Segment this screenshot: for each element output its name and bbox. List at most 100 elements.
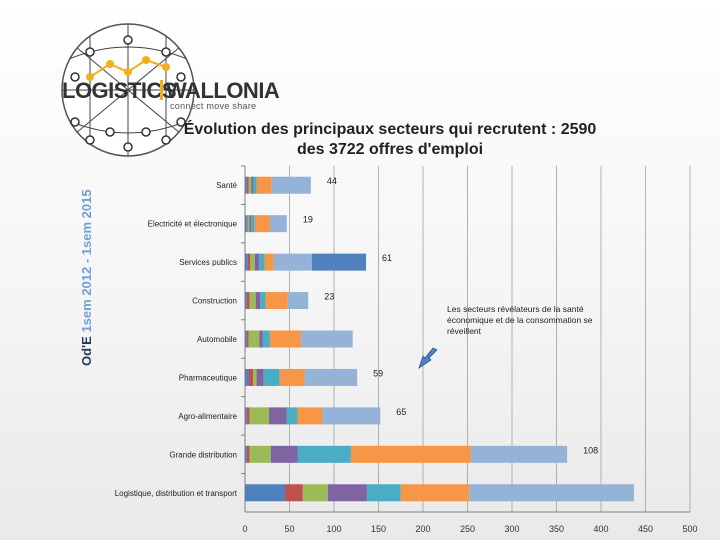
bar-segment [245, 330, 247, 348]
bar-segment [246, 215, 248, 233]
bar-segment [469, 484, 634, 502]
bar-segment [253, 368, 257, 386]
bar-segment [260, 292, 266, 310]
bar-segment [264, 253, 274, 271]
bar-segment [246, 330, 249, 348]
bars [245, 176, 634, 502]
bar-segment [350, 445, 472, 463]
x-tick-label: 250 [460, 524, 475, 534]
bar-segment [253, 176, 257, 194]
bar-segment [262, 330, 270, 348]
bar-segment [400, 484, 470, 502]
chart-title: Évolution des principaux secteurs qui re… [183, 121, 597, 158]
bar-segment [273, 253, 312, 271]
bar-segment [255, 292, 261, 310]
bar-segment [251, 176, 254, 194]
bar-segment [265, 292, 288, 310]
data-label: 23 [324, 292, 334, 302]
bar-segment [246, 292, 250, 310]
bar-segment [270, 445, 298, 463]
bar-segment [251, 215, 255, 233]
bar-segment [249, 407, 270, 425]
bar-segment [286, 407, 298, 425]
bar-segment [245, 292, 247, 310]
bar-segment [245, 407, 247, 425]
data-label: 59 [373, 368, 383, 378]
x-tick-label: 50 [284, 524, 294, 534]
bar-segment [366, 484, 401, 502]
bar-segment [246, 445, 250, 463]
bar-segment [259, 330, 263, 348]
bar-segment [301, 330, 353, 348]
bar-segment [311, 253, 367, 271]
bar-segment [302, 484, 328, 502]
data-label: 65 [396, 407, 406, 417]
bar-segment [249, 292, 256, 310]
category-label: Santé [216, 181, 237, 190]
arrow-icon [418, 347, 438, 369]
category-label: Logistique, distribution et transport [115, 489, 238, 498]
bar-segment [259, 253, 265, 271]
annotation-arrow [418, 347, 438, 369]
bar-segment [248, 368, 254, 386]
bar-segment [297, 445, 351, 463]
bar-segment [246, 176, 249, 194]
bar-segment [254, 253, 260, 271]
bar-segment [248, 176, 252, 194]
x-tick-label: 450 [638, 524, 653, 534]
bar-segment [250, 253, 255, 271]
bar-segment [256, 176, 272, 194]
labels: Santé 44 Electricité et électronique 19 Serv… [115, 176, 599, 498]
bar-segment [245, 176, 247, 194]
bar-segment [248, 330, 260, 348]
x-tick-label: 350 [549, 524, 564, 534]
category-label: Pharmaceutique [179, 373, 238, 382]
globe-logo-icon [61, 23, 195, 157]
bar-segment [246, 407, 250, 425]
category-label: Grande distribution [169, 450, 237, 459]
bar-segment [285, 484, 303, 502]
bar-segment [304, 368, 358, 386]
x-tick-label: 150 [371, 524, 386, 534]
bar-segment [271, 176, 311, 194]
x-tick-label: 200 [415, 524, 430, 534]
bar-segment [245, 445, 247, 463]
data-label: 108 [583, 445, 598, 455]
bar-segment [254, 215, 270, 233]
logo-tagline: connect move share [170, 101, 257, 111]
bar-segment [287, 292, 309, 310]
data-label: 61 [382, 253, 392, 263]
bar-segment [297, 407, 323, 425]
category-label: Automobile [197, 335, 238, 344]
bar-segment [269, 215, 287, 233]
x-tick-label: 100 [326, 524, 341, 534]
bar-segment [471, 445, 568, 463]
category-label: Services publics [179, 258, 237, 267]
bar-segment [247, 253, 251, 271]
category-label: Construction [192, 297, 237, 306]
x-tick-label: 500 [682, 524, 697, 534]
annotation-text: Les secteurs révélateurs de la santé éco… [447, 304, 593, 336]
bar-segment [263, 368, 280, 386]
bar-segment [279, 368, 305, 386]
x-tick-label: 400 [593, 524, 608, 534]
x-tick-label: 300 [504, 524, 519, 534]
bar-segment [269, 330, 302, 348]
logo-divider [160, 80, 163, 100]
logo-text-logistics: LOGISTICS [62, 78, 177, 103]
bar-segment [327, 484, 367, 502]
bar-segment [245, 484, 286, 502]
data-label: 44 [327, 176, 337, 186]
bar-segment [245, 215, 247, 233]
bar-segment [256, 368, 264, 386]
bar-segment [245, 253, 248, 271]
bar-segment [245, 368, 249, 386]
bar-segment [322, 407, 381, 425]
logo-text-wallonia: WALLONIA [166, 78, 280, 103]
category-label: Agro-alimentaire [178, 412, 237, 421]
bar-segment [269, 407, 287, 425]
x-tick-label: 0 [242, 524, 247, 534]
bar-segment [249, 445, 271, 463]
data-label: 19 [303, 215, 313, 225]
